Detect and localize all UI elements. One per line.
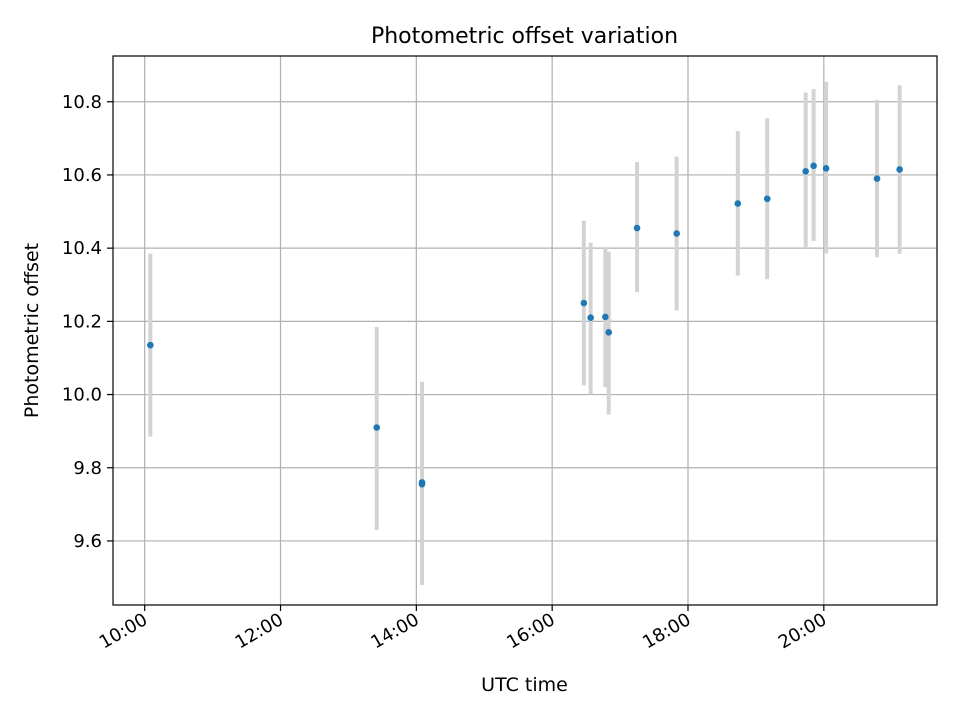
- plot-frame: [112, 55, 938, 606]
- y-axis-label: Photometric offset: [21, 243, 43, 418]
- x-axis-label: UTC time: [481, 674, 568, 696]
- x-tick-label: 16:00: [503, 609, 558, 653]
- data-point: [763, 195, 771, 203]
- data-point: [605, 329, 613, 336]
- grid: [113, 56, 937, 605]
- data-point: [873, 175, 881, 182]
- data-points: [147, 162, 903, 488]
- data-point: [373, 424, 381, 431]
- y-tick-label: 10.0: [62, 385, 102, 406]
- x-tick-label: 10:00: [96, 609, 151, 653]
- y-tick-label: 9.6: [73, 531, 102, 552]
- x-tick-label: 12:00: [232, 609, 287, 653]
- data-point: [418, 480, 426, 488]
- y-tick-label: 10.2: [62, 311, 102, 332]
- x-tick-label: 20:00: [775, 609, 830, 653]
- data-point: [734, 200, 742, 207]
- data-point: [810, 162, 817, 170]
- data-point: [587, 314, 594, 321]
- data-point: [822, 165, 830, 172]
- data-point: [673, 230, 680, 237]
- y-tick-label: 10.8: [62, 92, 102, 113]
- y-tick-label: 9.8: [73, 458, 102, 479]
- axis-ticks: 10:00 12:00 14:00 16:00 18:00 20:00 9.6 9.8 10.0…: [62, 92, 830, 654]
- data-point: [580, 299, 588, 307]
- error-bars: [148, 81, 902, 585]
- y-tick-label: 10.6: [62, 165, 102, 186]
- data-point: [147, 341, 154, 349]
- chart-title: Photometric offset variation: [371, 24, 678, 49]
- x-tick-label: 18:00: [639, 609, 694, 653]
- data-point: [633, 224, 641, 232]
- data-point: [602, 313, 609, 321]
- data-point: [802, 167, 810, 175]
- y-tick-label: 10.4: [62, 238, 102, 259]
- x-tick-label: 14:00: [367, 609, 422, 653]
- data-point: [896, 166, 903, 173]
